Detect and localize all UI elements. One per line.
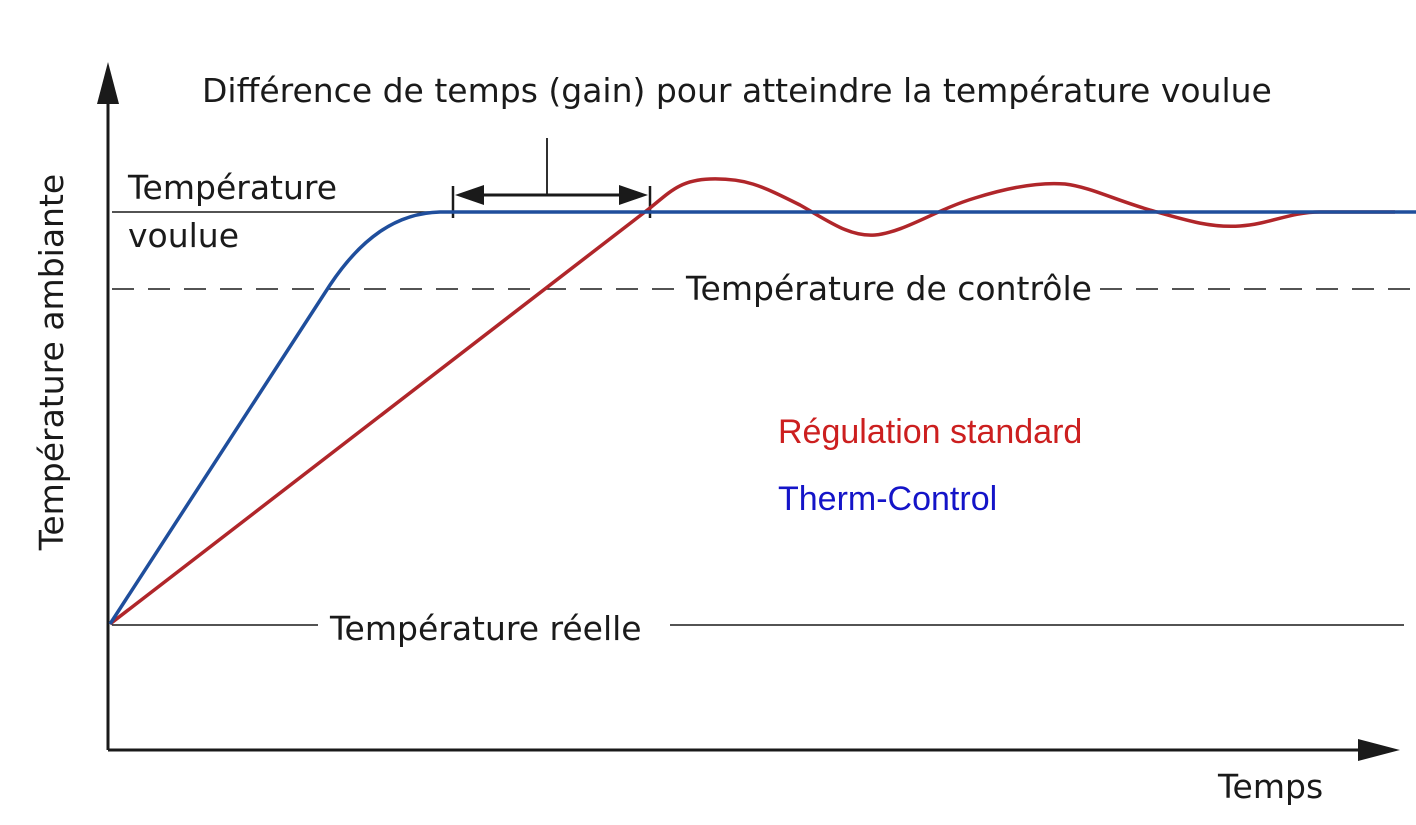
diagram-title: Différence de temps (gain) pour atteindr… [202, 71, 1272, 110]
x-axis-label: Temps [1217, 767, 1323, 806]
y-axis-arrowhead [97, 62, 119, 104]
legend-standard-regulation: Régulation standard [778, 413, 1082, 451]
target-temperature-label-line1: Température [127, 168, 337, 207]
actual-temperature-label: Température réelle [329, 609, 642, 648]
control-temperature-label: Température de contrôle [685, 269, 1092, 308]
target-temperature-label-line2: voulue [128, 216, 239, 255]
gain-bracket-right-arrow [619, 185, 648, 205]
standard-regulation-curve [108, 177, 1395, 626]
gain-bracket-left-arrow [455, 185, 484, 205]
control-label-backdrop [682, 266, 1100, 306]
legend-therm-control: Therm-Control [778, 480, 997, 518]
y-axis-label: Température ambiante [32, 174, 71, 551]
therm-control-curve [108, 210, 1416, 625]
x-axis-arrowhead [1358, 739, 1400, 761]
